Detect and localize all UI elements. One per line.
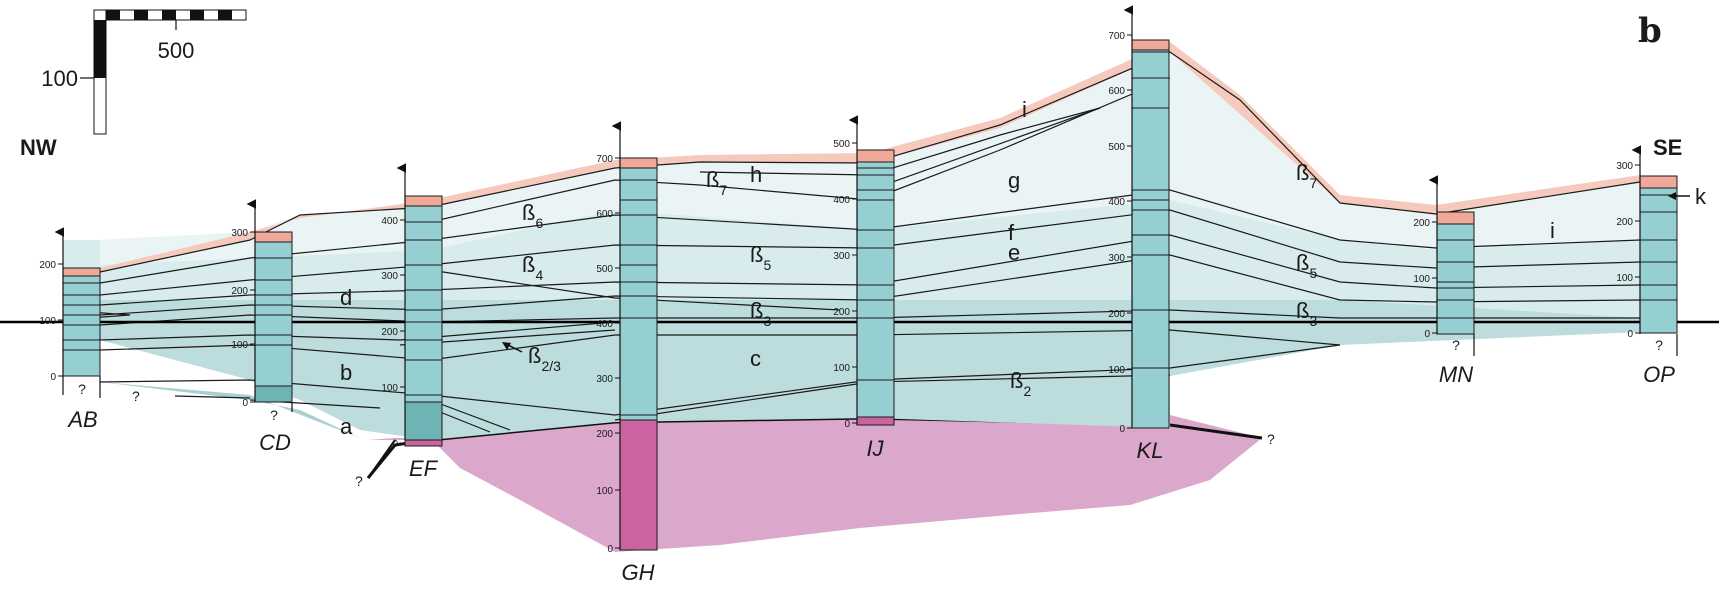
uncertain-mark: ? bbox=[355, 473, 363, 489]
basalt-label-3-left: ß3 bbox=[750, 298, 771, 329]
basalt-label-6: ß6 bbox=[522, 200, 543, 231]
tick-label: 500 bbox=[833, 139, 850, 150]
scale-vertical-label: 100 bbox=[41, 66, 78, 91]
tick-label: 200 bbox=[381, 327, 398, 338]
unit-labels: a b c d e f g h i j i k bbox=[340, 97, 1707, 439]
tick-label: 0 bbox=[242, 398, 248, 409]
basalt-label-4: ß4 bbox=[522, 252, 543, 283]
uncertain-mark: ? bbox=[1267, 431, 1275, 447]
tick-labels: 200 100 0 300 200 100 0 400 300 200 100 … bbox=[39, 31, 1633, 555]
tick-label: 400 bbox=[1108, 197, 1125, 208]
tick-label: 300 bbox=[1616, 161, 1633, 172]
unit-label-b: b bbox=[340, 360, 352, 385]
basement-area bbox=[368, 415, 1262, 552]
tick-label: 200 bbox=[1413, 218, 1430, 229]
tick-label: 100 bbox=[39, 316, 56, 327]
tick-label: 200 bbox=[1108, 309, 1125, 320]
basalt-label-5-right: ß5 bbox=[1296, 250, 1317, 281]
unit-label-i: i bbox=[1550, 218, 1555, 243]
well-bottom-mark: ? bbox=[270, 407, 278, 423]
tick-label: 300 bbox=[596, 374, 613, 385]
well-name-ab: AB bbox=[66, 407, 97, 432]
tick-label: 700 bbox=[596, 154, 613, 165]
basalt-label-2: ß2 bbox=[1010, 368, 1031, 399]
uncertain-mark: ? bbox=[132, 388, 140, 404]
strata-body-upper bbox=[100, 52, 1640, 265]
scale-horizontal-label: 500 bbox=[158, 38, 195, 63]
well-bottom-mark: ? bbox=[1655, 337, 1663, 353]
tick-label: 0 bbox=[1424, 329, 1430, 340]
well-name-gh: GH bbox=[622, 560, 655, 585]
tick-label: 200 bbox=[39, 260, 56, 271]
basalt-label-7-left: ß7 bbox=[706, 167, 727, 198]
well-name-mn: MN bbox=[1439, 362, 1473, 387]
tick-label: 0 bbox=[607, 544, 613, 555]
uncertain-marks: ? ? ? bbox=[132, 388, 1275, 489]
well-name-cd: CD bbox=[259, 430, 291, 455]
basalt-labels: ß2 ß2/3 ß3 ß3 ß4 ß5 ß5 ß6 ß7 ß7 bbox=[522, 160, 1317, 399]
well-bottom-mark: ? bbox=[78, 381, 86, 397]
tick-label: 400 bbox=[381, 216, 398, 227]
well-axes bbox=[54, 5, 1678, 550]
tick-label: 100 bbox=[231, 340, 248, 351]
unit-label-k: k bbox=[1695, 184, 1707, 209]
well-column-lines bbox=[63, 51, 1677, 416]
tick-label: 300 bbox=[1108, 253, 1125, 264]
tick-label: 0 bbox=[1627, 329, 1633, 340]
well-names: AB CD EF GH IJ KL MN OP bbox=[66, 362, 1675, 585]
tick-label: 700 bbox=[1108, 31, 1125, 42]
unit-label-a: a bbox=[340, 414, 353, 439]
tick-label: 100 bbox=[381, 383, 398, 394]
tick-label: 100 bbox=[1108, 365, 1125, 376]
tick-label: 200 bbox=[596, 429, 613, 440]
unit-label-j: i bbox=[1022, 97, 1027, 122]
well-name-kl: KL bbox=[1137, 438, 1164, 463]
basalt-label-7-right: ß7 bbox=[1296, 160, 1317, 191]
well-columns bbox=[62, 39, 1678, 551]
panel-label: b bbox=[1638, 11, 1662, 51]
tick-label: 200 bbox=[1616, 217, 1633, 228]
tick-label: 300 bbox=[833, 251, 850, 262]
strata-body-deep bbox=[63, 290, 1640, 440]
unit-label-g: g bbox=[1008, 168, 1020, 193]
unit-label-c: c bbox=[750, 346, 761, 371]
tick-label: 0 bbox=[844, 419, 850, 430]
tick-marks bbox=[58, 34, 1640, 549]
tick-label: 200 bbox=[231, 286, 248, 297]
tick-label: 100 bbox=[596, 486, 613, 497]
tick-label: 300 bbox=[381, 271, 398, 282]
direction-nw: NW bbox=[20, 135, 57, 160]
well-bottom-marks: ? ? ? ? bbox=[78, 337, 1663, 423]
basalt-label-2-3: ß2/3 bbox=[528, 343, 561, 374]
tick-label: 400 bbox=[833, 195, 850, 206]
unit-label-f: f bbox=[1008, 220, 1015, 245]
unit-label-d: d bbox=[340, 285, 352, 310]
well-name-ef: EF bbox=[409, 456, 439, 481]
tick-label: 500 bbox=[596, 264, 613, 275]
basalt-label-5-left: ß5 bbox=[750, 242, 771, 273]
tick-label: 0 bbox=[50, 372, 56, 383]
tick-label: 200 bbox=[833, 307, 850, 318]
tick-label: 0 bbox=[392, 439, 398, 450]
scale-bar: 500 100 bbox=[41, 9, 247, 135]
well-bottom-mark: ? bbox=[1452, 337, 1460, 353]
tick-label: 100 bbox=[1616, 273, 1633, 284]
unit-label-e: e bbox=[1008, 240, 1020, 265]
tick-label: 100 bbox=[833, 363, 850, 374]
basalt-label-3-right: ß3 bbox=[1296, 298, 1317, 329]
tick-label: 400 bbox=[596, 319, 613, 330]
tick-label: 500 bbox=[1108, 142, 1125, 153]
tick-label: 600 bbox=[596, 209, 613, 220]
well-name-ij: IJ bbox=[866, 436, 884, 461]
direction-se: SE bbox=[1653, 135, 1682, 160]
tick-label: 100 bbox=[1413, 274, 1430, 285]
unit-label-h: h bbox=[750, 162, 762, 187]
tick-label: 600 bbox=[1108, 86, 1125, 97]
well-name-op: OP bbox=[1643, 362, 1675, 387]
tick-label: 300 bbox=[231, 228, 248, 239]
tick-label: 0 bbox=[1119, 424, 1125, 435]
